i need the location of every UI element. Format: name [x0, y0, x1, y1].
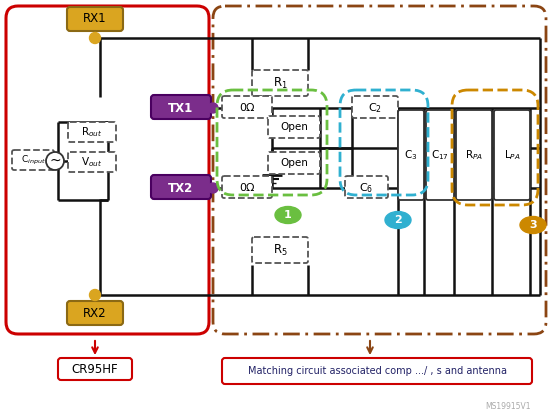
- Text: 3: 3: [529, 220, 537, 230]
- FancyBboxPatch shape: [345, 176, 388, 198]
- FancyBboxPatch shape: [268, 116, 320, 138]
- FancyBboxPatch shape: [252, 70, 308, 96]
- Circle shape: [90, 290, 100, 300]
- Text: C$_6$: C$_6$: [359, 181, 373, 195]
- Text: ~: ~: [49, 154, 61, 168]
- FancyBboxPatch shape: [252, 237, 308, 263]
- Ellipse shape: [275, 207, 301, 223]
- Circle shape: [208, 183, 218, 193]
- Text: R$_1$: R$_1$: [273, 75, 288, 91]
- Text: 0Ω: 0Ω: [239, 103, 255, 113]
- Text: TX2: TX2: [168, 181, 194, 194]
- Text: R$_{out}$: R$_{out}$: [81, 125, 102, 139]
- FancyBboxPatch shape: [68, 122, 116, 142]
- Text: 1: 1: [284, 210, 292, 220]
- FancyBboxPatch shape: [67, 7, 123, 31]
- FancyBboxPatch shape: [494, 110, 530, 200]
- Text: MS19915V1: MS19915V1: [485, 401, 531, 411]
- Text: R$_{PA}$: R$_{PA}$: [465, 148, 483, 162]
- FancyBboxPatch shape: [268, 152, 320, 174]
- Text: Open: Open: [280, 158, 308, 168]
- FancyBboxPatch shape: [67, 301, 123, 325]
- Text: C$_3$: C$_3$: [404, 148, 418, 162]
- FancyBboxPatch shape: [222, 358, 532, 384]
- FancyBboxPatch shape: [398, 110, 424, 200]
- Circle shape: [90, 33, 100, 44]
- Text: RX1: RX1: [83, 13, 107, 26]
- FancyBboxPatch shape: [456, 110, 492, 200]
- FancyBboxPatch shape: [58, 358, 132, 380]
- Text: L$_{PA}$: L$_{PA}$: [504, 148, 520, 162]
- Text: R$_5$: R$_5$: [273, 243, 288, 258]
- FancyBboxPatch shape: [12, 150, 54, 170]
- Ellipse shape: [385, 212, 411, 228]
- Text: C$_{17}$: C$_{17}$: [431, 148, 449, 162]
- FancyBboxPatch shape: [151, 175, 211, 199]
- Text: Open: Open: [280, 122, 308, 132]
- Text: TX1: TX1: [168, 101, 194, 114]
- Text: RX2: RX2: [83, 307, 107, 320]
- Circle shape: [46, 152, 64, 170]
- Circle shape: [208, 103, 218, 113]
- Ellipse shape: [520, 217, 546, 233]
- FancyBboxPatch shape: [151, 95, 211, 119]
- FancyBboxPatch shape: [68, 152, 116, 172]
- FancyBboxPatch shape: [426, 110, 454, 200]
- FancyBboxPatch shape: [352, 96, 398, 118]
- FancyBboxPatch shape: [222, 176, 272, 198]
- Text: C$_{input}$: C$_{input}$: [20, 153, 45, 166]
- Text: V$_{out}$: V$_{out}$: [81, 155, 102, 169]
- Text: 0Ω: 0Ω: [239, 183, 255, 193]
- Text: 2: 2: [394, 215, 402, 225]
- FancyBboxPatch shape: [222, 96, 272, 118]
- Text: Matching circuit associated comp .../ , s and antenna: Matching circuit associated comp .../ , …: [248, 366, 506, 376]
- Text: C$_2$: C$_2$: [368, 101, 382, 115]
- Text: CR95HF: CR95HF: [71, 362, 119, 375]
